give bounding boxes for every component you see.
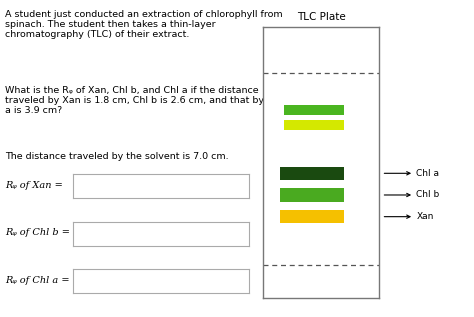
Text: Chl a: Chl a bbox=[416, 169, 439, 178]
Bar bbox=[284, 120, 344, 130]
Text: Xan: Xan bbox=[416, 212, 434, 221]
Text: What is the Rᵩ of Xan, Chl b, and Chl a if the distance
traveled by Xan is 1.8 c: What is the Rᵩ of Xan, Chl b, and Chl a … bbox=[5, 86, 282, 115]
Text: Chl b: Chl b bbox=[416, 191, 439, 199]
Text: Rᵩ of Chl a =: Rᵩ of Chl a = bbox=[5, 276, 69, 285]
Text: A student just conducted an extraction of chlorophyll from
spinach. The student : A student just conducted an extraction o… bbox=[5, 10, 283, 39]
Text: The distance traveled by the solvent is 7.0 cm.: The distance traveled by the solvent is … bbox=[5, 152, 228, 161]
Bar bbox=[284, 105, 344, 115]
Bar bbox=[281, 166, 344, 180]
Bar bbox=[281, 188, 344, 202]
Text: Rᵩ of Xan =: Rᵩ of Xan = bbox=[5, 181, 63, 190]
Text: TLC Plate: TLC Plate bbox=[297, 12, 346, 22]
Text: Rᵩ of Chl b =: Rᵩ of Chl b = bbox=[5, 229, 70, 237]
Bar bbox=[281, 210, 344, 223]
